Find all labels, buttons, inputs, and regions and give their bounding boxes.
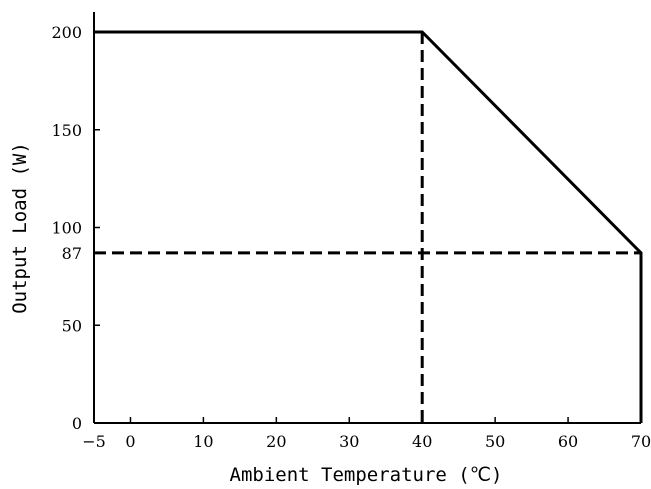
y-tick-label: 50 — [62, 316, 82, 335]
y-tick-label: 100 — [51, 219, 82, 238]
y-tick-label: 0 — [72, 414, 82, 433]
x-tick-label: 20 — [266, 432, 286, 451]
x-tick-label: 30 — [339, 432, 359, 451]
y-tick-label: 87 — [62, 244, 82, 263]
x-tick-label: 70 — [631, 432, 651, 451]
plot-lines — [94, 30, 643, 423]
y-ticks: 0 50 87 100 150 200 — [51, 23, 100, 433]
y-axis-title: Output Load (W) — [9, 142, 31, 314]
x-axis-title: Ambient Temperature (℃) — [230, 464, 503, 486]
x-tick-label: 50 — [485, 432, 505, 451]
x-tick-label: 0 — [125, 432, 135, 451]
derating-curve-line — [94, 30, 643, 423]
y-tick-label: 150 — [51, 121, 82, 140]
y-tick-label: 200 — [51, 23, 82, 42]
x-tick-label: 60 — [558, 432, 578, 451]
x-tick-label: 10 — [193, 432, 213, 451]
x-tick-label: −5 — [82, 432, 106, 451]
x-ticks: −5 0 10 20 30 40 50 60 70 — [82, 417, 651, 451]
x-tick-label: 40 — [412, 432, 432, 451]
axes — [93, 12, 641, 424]
